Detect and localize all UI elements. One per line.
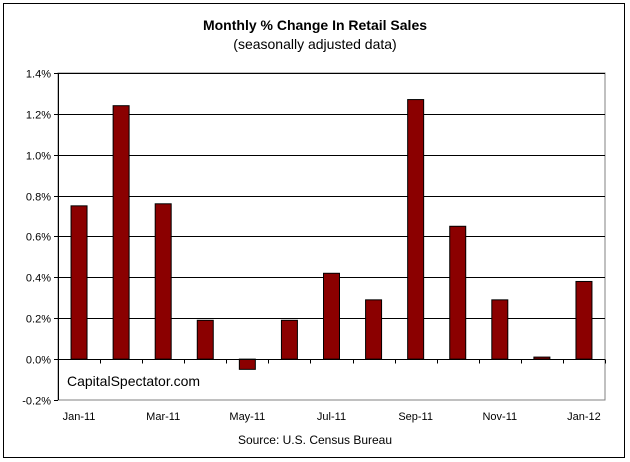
bar-aug-11 (365, 299, 383, 360)
source-note: Source: U.S. Census Bureau (238, 433, 392, 447)
x-tick-label: Nov-11 (482, 411, 517, 423)
x-tick-label: Mar-11 (146, 411, 180, 423)
y-tick-label: 1.0% (26, 151, 51, 163)
y-tick-label: 1.2% (26, 110, 51, 122)
bar-jan-12 (575, 280, 593, 360)
bar-nov-11 (491, 299, 509, 360)
y-tick-label: 0.2% (26, 314, 51, 326)
y-tick-label: 0.8% (26, 192, 51, 204)
bar-dec-11 (533, 356, 551, 360)
bar-feb-11 (112, 105, 130, 360)
x-tick-label: Jul-11 (317, 411, 346, 423)
y-tick-labels: -0.2% 0.0% 0.2% 0.4% 0.6% 0.8% 1.0% 1.2% 1.4% (22, 69, 58, 408)
y-tick-label: 0.0% (26, 355, 51, 367)
watermark-text: CapitalSpectator.com (67, 373, 200, 389)
y-tick-label: -0.2% (22, 396, 51, 408)
y-tick-label: 0.6% (26, 232, 51, 244)
bar-jun-11 (280, 319, 298, 360)
bar-oct-11 (449, 225, 467, 360)
axes (58, 73, 605, 400)
grid-lines (58, 73, 605, 319)
bar-mar-11 (154, 203, 172, 360)
y-tick-label: 0.4% (26, 273, 51, 285)
chart-title: Monthly % Change In Retail Sales (203, 17, 427, 33)
x-tick-label: Jan-12 (567, 411, 601, 423)
chart-frame: Monthly % Change In Retail Sales (season… (3, 3, 625, 458)
x-tick-labels: Jan-11 Mar-11 May-11 Jul-11 Sep-11 Nov-11 Jan-… (58, 359, 606, 423)
bar-jul-11 (323, 272, 340, 360)
bars (70, 99, 593, 370)
bar-may-11 (238, 358, 256, 370)
bar-apr-11 (196, 319, 214, 360)
x-tick-label: Sep-11 (398, 411, 433, 423)
bar-jan-11 (70, 205, 88, 360)
chart-subtitle: (seasonally adjusted data) (233, 36, 396, 52)
y-tick-label: 1.4% (26, 69, 51, 81)
chart-svg: Monthly % Change In Retail Sales (season… (22, 17, 606, 447)
x-tick-label: May-11 (229, 411, 265, 423)
x-tick-label: Jan-11 (63, 411, 96, 423)
bar-sep-11 (407, 99, 425, 360)
